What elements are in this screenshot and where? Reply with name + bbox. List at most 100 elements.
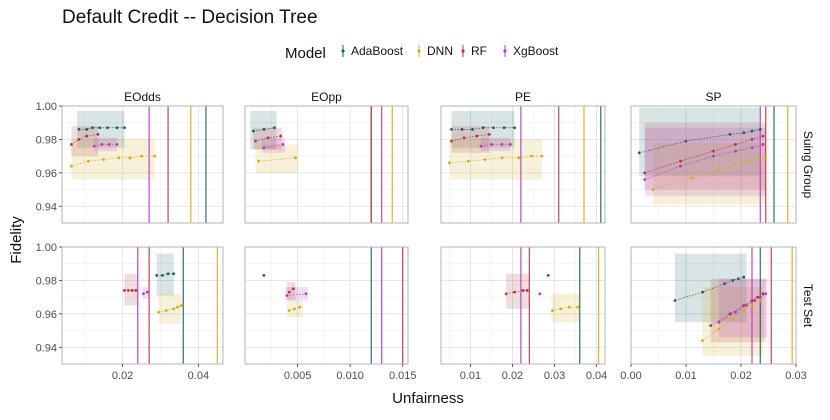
point-dnn xyxy=(140,154,143,158)
point-dnn xyxy=(179,304,183,307)
point-rf xyxy=(750,299,754,302)
panel-background xyxy=(441,247,605,364)
point-dnn xyxy=(287,309,291,312)
point-adaboost xyxy=(742,275,746,279)
y-tick-label: 0.98 xyxy=(36,275,57,287)
point-adaboost xyxy=(98,126,102,130)
panel-grid xyxy=(631,247,796,364)
x-tick-label: 0.010 xyxy=(336,370,364,382)
band-rf xyxy=(71,126,98,157)
point-rf xyxy=(85,134,89,138)
band-xgboost xyxy=(284,287,309,301)
y-tick-label: 0.94 xyxy=(36,201,57,213)
point-dnn xyxy=(717,168,721,171)
point-rf xyxy=(487,133,491,136)
y-tick-label: 0.96 xyxy=(36,168,57,180)
point-xgboost xyxy=(115,143,119,146)
point-dnn xyxy=(483,158,487,161)
panel-eopp-test-set: 0.005 0.010 0.015 xyxy=(244,246,417,382)
point-adaboost xyxy=(166,272,170,276)
point-dnn xyxy=(500,156,504,160)
point-rf xyxy=(475,134,479,138)
point-xgboost xyxy=(100,143,104,146)
band-xgboost xyxy=(94,137,117,152)
panel-grid xyxy=(441,106,605,223)
point-rf xyxy=(279,134,283,138)
point-xgboost xyxy=(538,292,542,296)
point-dnn xyxy=(176,305,179,309)
point-rf xyxy=(525,289,529,292)
point-adaboost xyxy=(502,126,506,130)
point-adaboost xyxy=(471,127,474,131)
point-dnn xyxy=(517,156,521,160)
point-adaboost xyxy=(742,131,746,135)
panel-border xyxy=(440,246,606,365)
point-adaboost xyxy=(85,127,89,131)
point-adaboost xyxy=(481,126,485,130)
series-line-xgboost xyxy=(287,293,307,296)
point-dnn xyxy=(651,188,655,191)
point-adaboost xyxy=(492,126,495,130)
band-dnn xyxy=(702,287,763,356)
point-adaboost xyxy=(701,290,704,294)
band-adaboost xyxy=(639,107,761,177)
point-dnn xyxy=(530,154,533,158)
point-xgboost xyxy=(479,144,483,148)
point-adaboost xyxy=(736,277,740,281)
point-dnn xyxy=(117,156,121,160)
point-rf xyxy=(761,292,765,296)
point-dnn xyxy=(102,158,106,161)
x-tick-label: 0.04 xyxy=(586,370,607,382)
point-dnn xyxy=(745,159,748,163)
band-rf xyxy=(644,122,766,190)
point-adaboost xyxy=(684,139,688,143)
point-rf xyxy=(643,171,647,175)
panel-pe-test-set: 0.01 0.02 0.03 0.04 xyxy=(440,246,607,382)
point-dnn xyxy=(559,307,563,311)
point-rf xyxy=(712,149,715,153)
point-rf xyxy=(287,290,291,294)
point-dnn xyxy=(540,154,544,158)
band-xgboost xyxy=(480,137,511,152)
point-xgboost xyxy=(92,144,96,148)
panel-grid xyxy=(631,106,796,223)
x-tick-label: 0.02 xyxy=(502,370,523,382)
panel-border xyxy=(61,246,224,365)
facet-grid: EOdds EOpp PE SP Suing Group Test Set 0.94 0.96… xyxy=(36,90,815,382)
point-xgboost xyxy=(262,146,266,150)
point-dnn xyxy=(448,161,451,165)
legend-label-xgboost: XgBoost xyxy=(513,44,559,58)
point-xgboost xyxy=(753,299,757,302)
point-rf xyxy=(734,143,737,146)
panel-background xyxy=(245,106,408,223)
series-line-xgboost xyxy=(263,144,283,149)
legend-label-dnn: DNN xyxy=(427,44,453,58)
panel-background xyxy=(62,106,223,223)
panel-plot xyxy=(123,247,218,364)
x-axis-label: Unfairness xyxy=(392,390,464,407)
point-adaboost xyxy=(460,127,464,131)
series-line-adaboost xyxy=(253,127,275,132)
point-adaboost xyxy=(546,274,550,277)
band-rf xyxy=(506,273,530,309)
facet-label-sp: SP xyxy=(705,90,721,104)
band-adaboost xyxy=(156,253,174,296)
legend-label-adaboost: AdaBoost xyxy=(351,44,404,58)
series-line-dnn xyxy=(289,306,300,311)
band-dnn xyxy=(449,139,542,180)
point-adaboost xyxy=(123,126,126,130)
panel-background xyxy=(441,106,605,223)
panel-plot xyxy=(250,106,393,223)
x-tick-label: 0.03 xyxy=(544,370,565,382)
panel-sp-suing-group xyxy=(630,105,797,224)
legend: AdaBoost DNN RF XgBoost xyxy=(341,44,559,58)
band-xgboost xyxy=(719,278,768,338)
point-xgboost xyxy=(285,294,289,297)
point-rf xyxy=(521,289,525,292)
point-rf xyxy=(504,292,508,296)
point-dnn xyxy=(734,163,737,166)
panel-grid xyxy=(62,247,223,364)
point-dnn xyxy=(731,317,735,321)
point-dnn xyxy=(128,156,132,160)
